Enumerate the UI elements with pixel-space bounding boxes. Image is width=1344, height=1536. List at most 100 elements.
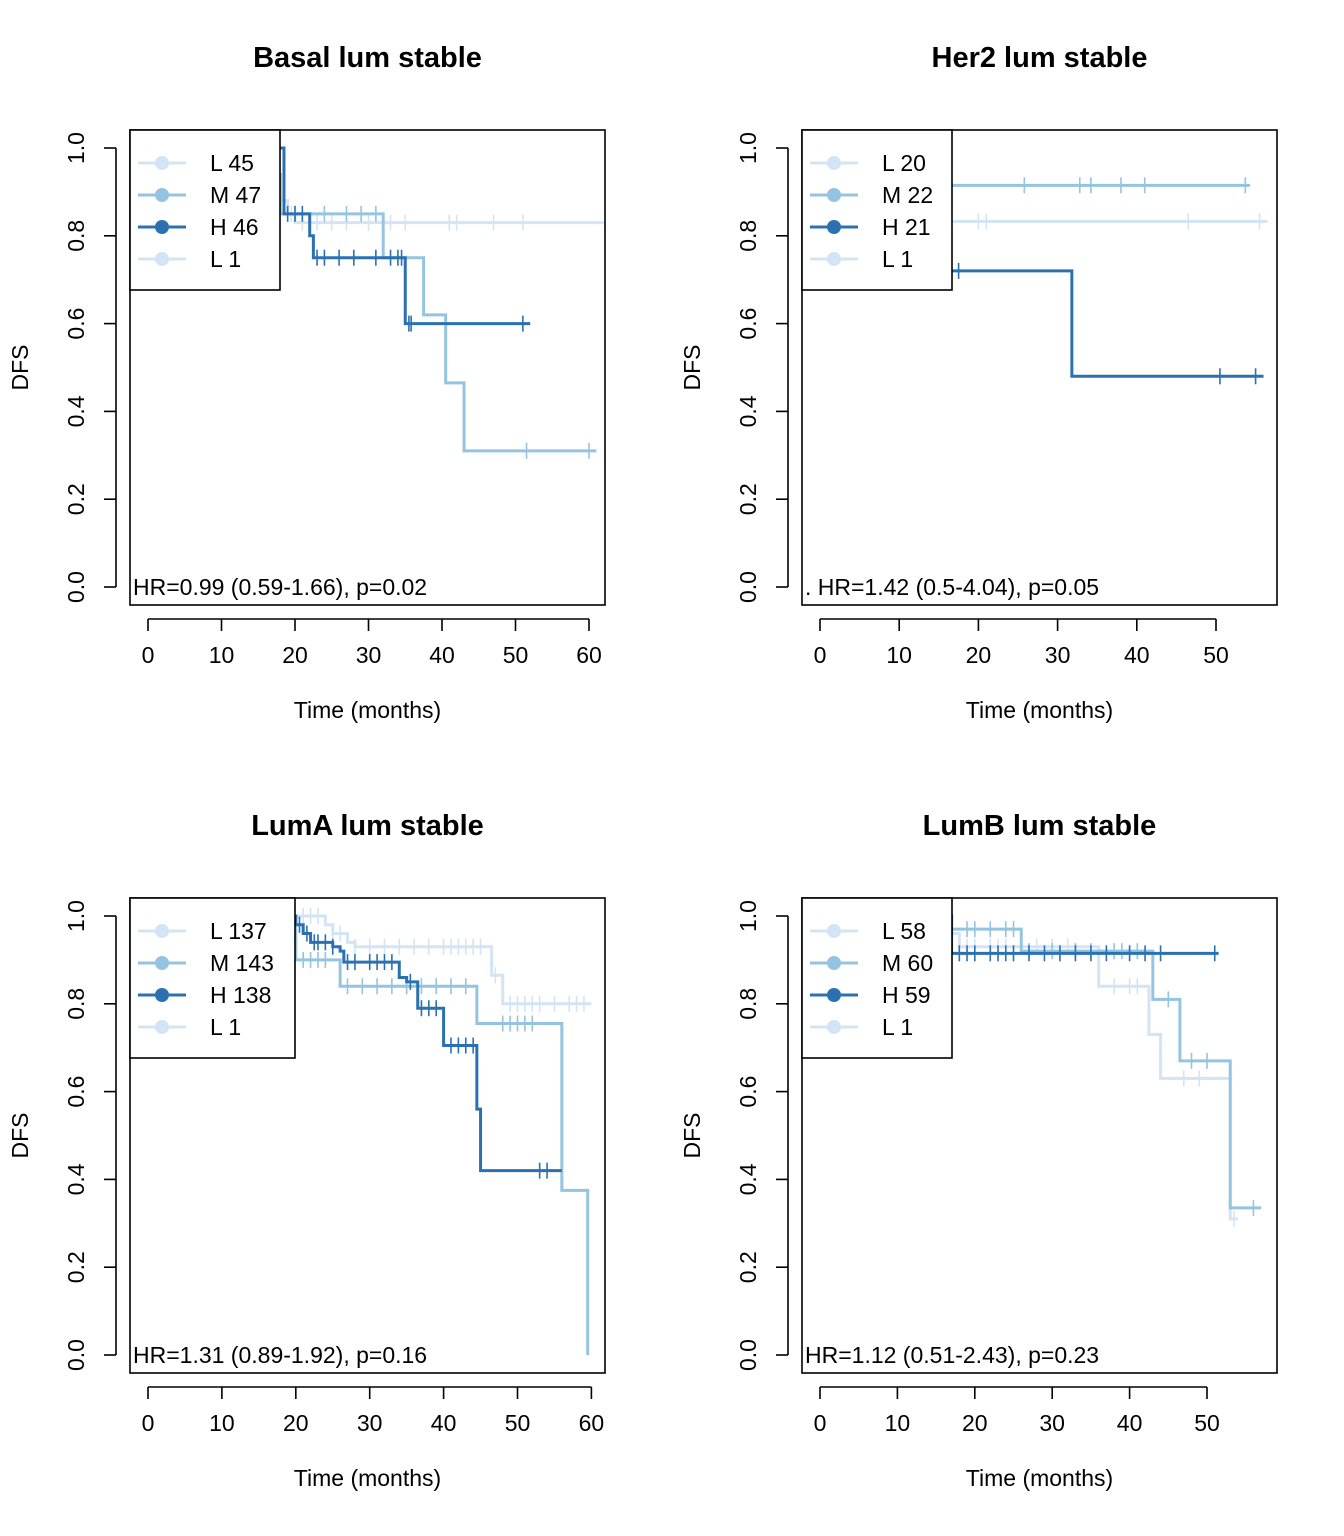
y-tick-label: 0.6 <box>735 308 761 340</box>
y-tick-label: 0.0 <box>735 1339 761 1371</box>
y-tick-label: 0.4 <box>735 1163 761 1195</box>
legend-marker <box>155 988 169 1002</box>
legend-label: M 143 <box>210 950 274 976</box>
y-tick-label: 0.8 <box>735 220 761 252</box>
chart-title: Her2 lum stable <box>932 42 1148 74</box>
y-axis-label: DFS <box>679 345 705 391</box>
y-tick-label: 0.4 <box>63 1163 89 1195</box>
legend-marker <box>827 220 841 234</box>
x-tick-label: 30 <box>1039 1410 1065 1436</box>
legend: L 137 M 143 H 138 L 1 <box>129 897 296 1059</box>
y-tick-label: 0.0 <box>735 571 761 603</box>
legend-marker <box>155 156 169 170</box>
x-tick-label: 10 <box>886 642 912 668</box>
y-tick-label: 0.6 <box>63 308 89 340</box>
x-tick-label: 30 <box>1045 642 1071 668</box>
legend-label: M 47 <box>210 182 261 208</box>
km-panel-4: LumB lum stable 0 10 20 30 40 50 Time (months) 0… <box>679 810 1278 1491</box>
hr-annotation: HR=1.12 (0.51-2.43), p=0.23 <box>805 1342 1099 1368</box>
km-panel-1: Basal lum stable 0 10 20 30 40 50 60 Time (month… <box>7 42 606 723</box>
legend-marker <box>827 156 841 170</box>
x-tick-label: 10 <box>209 642 235 668</box>
y-tick-label: 0.2 <box>735 483 761 515</box>
y-tick-label: 1.0 <box>735 900 761 932</box>
y-tick-label: 0.0 <box>63 1339 89 1371</box>
legend-label: L 45 <box>210 150 254 176</box>
hr-annotation: HR=0.99 (0.59-1.66), p=0.02 <box>133 574 427 600</box>
legend-marker <box>827 988 841 1002</box>
x-tick-label: 20 <box>282 642 308 668</box>
km-curves <box>148 908 592 1355</box>
x-axis-label: Time (months) <box>294 697 441 723</box>
y-tick-label: 1.0 <box>735 132 761 164</box>
x-tick-label: 20 <box>966 642 992 668</box>
x-tick-label: 10 <box>209 1410 235 1436</box>
km-curve-1 <box>148 914 592 1006</box>
x-tick-label: 20 <box>962 1410 988 1436</box>
legend-label: L 20 <box>882 150 926 176</box>
legend-label: H 46 <box>210 214 259 240</box>
x-tick-label: 0 <box>814 642 827 668</box>
y-tick-label: 0.0 <box>63 571 89 603</box>
legend: L 45 M 47 H 46 L 1 <box>129 129 281 291</box>
legend-label: L 1 <box>210 246 241 272</box>
y-tick-label: 1.0 <box>63 132 89 164</box>
x-tick-label: 50 <box>1194 1410 1220 1436</box>
legend-box <box>801 129 953 291</box>
legend-marker <box>155 1020 169 1034</box>
y-axis-label: DFS <box>7 345 33 391</box>
x-axis-label: Time (months) <box>294 1465 441 1491</box>
y-tick-label: 1.0 <box>63 900 89 932</box>
legend-label: L 1 <box>210 1014 241 1040</box>
y-tick-label: 0.4 <box>63 395 89 427</box>
plot-frame <box>801 129 1278 606</box>
x-tick-label: 50 <box>505 1410 531 1436</box>
x-tick-label: 40 <box>429 642 455 668</box>
legend-label: H 21 <box>882 214 931 240</box>
y-tick-label: 0.8 <box>63 220 89 252</box>
legend-label: L 1 <box>882 246 913 272</box>
legend-label: H 138 <box>210 982 271 1008</box>
legend-label: M 60 <box>882 950 933 976</box>
legend-label: M 22 <box>882 182 933 208</box>
legend-marker <box>827 1020 841 1034</box>
y-tick-label: 0.4 <box>735 395 761 427</box>
km-curves <box>820 914 1262 1227</box>
x-tick-label: 60 <box>579 1410 605 1436</box>
y-tick-label: 0.8 <box>735 988 761 1020</box>
legend-marker <box>155 188 169 202</box>
x-tick-label: 0 <box>142 1410 155 1436</box>
x-tick-label: 30 <box>356 642 382 668</box>
legend-marker <box>155 220 169 234</box>
x-tick-label: 10 <box>885 1410 911 1436</box>
km-curve-3 <box>148 914 562 1173</box>
hr-annotation: . HR=1.42 (0.5-4.04), p=0.05 <box>805 574 1099 600</box>
x-tick-label: 0 <box>142 642 155 668</box>
x-tick-label: 20 <box>283 1410 309 1436</box>
legend-marker <box>827 252 841 266</box>
chart-title: LumA lum stable <box>251 810 484 842</box>
x-tick-label: 40 <box>1124 642 1150 668</box>
km-curve-1 <box>820 914 1238 1221</box>
legend-marker <box>827 956 841 970</box>
legend: L 20 M 22 H 21 L 1 <box>801 129 953 291</box>
plot-frame <box>129 897 606 1374</box>
legend-marker <box>827 924 841 938</box>
x-tick-label: 40 <box>431 1410 457 1436</box>
legend-label: L 1 <box>882 1014 913 1040</box>
chart-title: Basal lum stable <box>253 42 482 74</box>
legend-marker <box>155 924 169 938</box>
hr-annotation: HR=1.31 (0.89-1.92), p=0.16 <box>133 1342 427 1368</box>
plot-frame <box>129 129 606 606</box>
y-tick-label: 0.2 <box>63 483 89 515</box>
y-tick-label: 0.6 <box>63 1076 89 1108</box>
km-panel-3: LumA lum stable 0 10 20 30 40 50 60 Time (months… <box>7 810 606 1491</box>
chart-title: LumB lum stable <box>923 810 1157 842</box>
legend-box <box>801 897 953 1059</box>
legend-label: H 59 <box>882 982 931 1008</box>
x-tick-label: 0 <box>814 1410 827 1436</box>
y-axis-label: DFS <box>679 1113 705 1159</box>
legend: L 58 M 60 H 59 L 1 <box>801 897 953 1059</box>
legend-box <box>129 129 281 291</box>
legend-label: L 137 <box>210 918 267 944</box>
